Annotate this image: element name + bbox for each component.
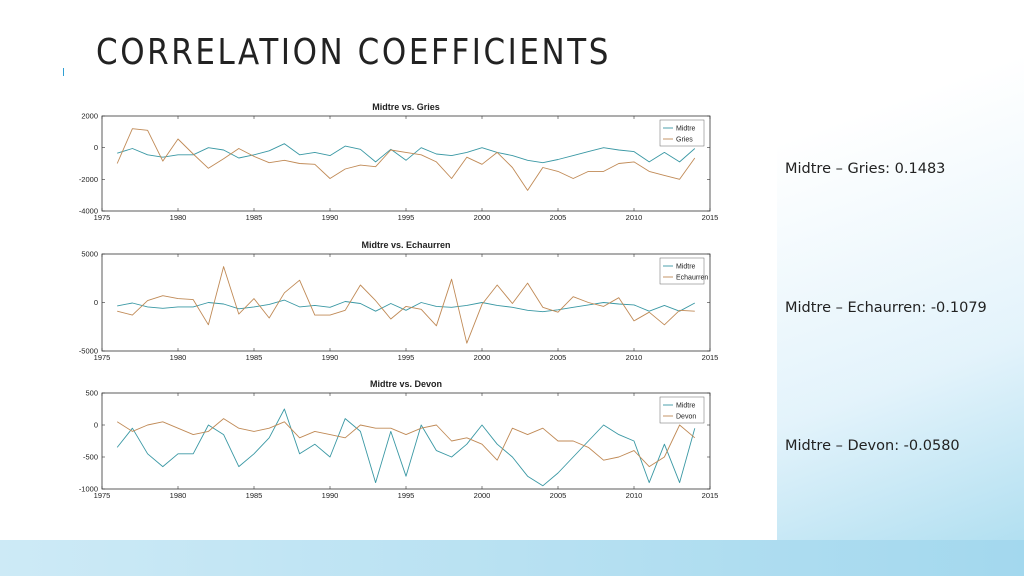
y-tick-label: 5000 <box>81 250 98 259</box>
x-tick-label: 2010 <box>626 491 643 500</box>
chart-title: Midtre vs. Echaurren <box>361 240 450 250</box>
x-tick-label: 2000 <box>474 213 491 222</box>
y-tick-label: 0 <box>94 421 98 430</box>
x-tick-label: 1985 <box>246 213 263 222</box>
chart-title: Midtre vs. Devon <box>370 379 442 389</box>
x-tick-label: 1985 <box>246 491 263 500</box>
x-tick-label: 1995 <box>398 491 415 500</box>
x-tick-label: 1995 <box>398 353 415 362</box>
slide-title: CORRELATION COEFFICIENTS <box>96 32 611 73</box>
legend-box <box>659 396 705 424</box>
series-line-gries <box>116 128 696 191</box>
accent-line <box>63 68 64 78</box>
y-tick-label: -5000 <box>79 347 98 356</box>
y-tick-label: -2000 <box>79 175 98 184</box>
legend-box <box>659 257 705 285</box>
legend-label: Echaurren <box>676 275 708 282</box>
x-tick-label: 2015 <box>702 213 719 222</box>
x-tick-label: 1990 <box>322 491 339 500</box>
x-tick-label: 1980 <box>170 213 187 222</box>
x-tick-label: 1985 <box>246 353 263 362</box>
chart-1: Midtre vs. Gries 1975 1980 1985 1990 1995 2000… <box>79 102 719 222</box>
y-tick-label: 0 <box>94 298 98 307</box>
legend-label: Midtre <box>676 264 696 271</box>
series-line-devon <box>116 418 696 468</box>
x-tick-label: 2005 <box>550 213 567 222</box>
x-tick-label: 1975 <box>94 213 111 222</box>
x-tick-label: 2010 <box>626 213 643 222</box>
figure-panel: Midtre vs. Gries 1975 1980 1985 1990 1995 2000… <box>0 76 777 540</box>
chart-title: Midtre vs. Gries <box>372 102 440 112</box>
chart-2: Midtre vs. Echaurren 1975 1980 1985 1990 1995… <box>79 240 719 362</box>
chart-3: Midtre vs. Devon 1975 1980 1985 1990 1995 2000… <box>79 379 719 500</box>
x-tick-label: 2000 <box>474 353 491 362</box>
y-tick-label: 500 <box>85 389 98 398</box>
background-band <box>0 540 1024 576</box>
correlation-label-gries: Midtre – Gries: 0.1483 <box>785 161 946 177</box>
figure-svg: Midtre vs. Gries 1975 1980 1985 1990 1995 2000… <box>79 102 719 500</box>
y-tick-label: -4000 <box>79 207 98 216</box>
y-tick-label: 0 <box>94 143 98 152</box>
x-tick-label: 1990 <box>322 213 339 222</box>
legend-label: Devon <box>676 414 696 421</box>
x-tick-label: 2015 <box>702 353 719 362</box>
x-tick-label: 2005 <box>550 353 567 362</box>
x-tick-label: 2005 <box>550 491 567 500</box>
legend-box <box>659 119 705 147</box>
correlation-label-echaurren: Midtre – Echaurren: -0.1079 <box>785 300 987 316</box>
series-line-midtre <box>116 408 696 487</box>
legend-label: Gries <box>676 137 693 144</box>
correlation-label-devon: Midtre – Devon: -0.0580 <box>785 438 960 454</box>
plot-area <box>101 392 711 490</box>
series-line-midtre <box>117 299 696 313</box>
x-tick-label: 2000 <box>474 491 491 500</box>
x-tick-label: 1980 <box>170 353 187 362</box>
legend-label: Midtre <box>676 126 696 133</box>
x-tick-label: 1975 <box>94 353 111 362</box>
x-tick-label: 1980 <box>170 491 187 500</box>
x-tick-label: 1975 <box>94 491 111 500</box>
x-tick-label: 2015 <box>702 491 719 500</box>
x-tick-label: 1990 <box>322 353 339 362</box>
plot-area <box>101 253 711 352</box>
series-line-echaurren <box>117 266 695 344</box>
x-tick-label: 2010 <box>626 353 643 362</box>
y-tick-label: -1000 <box>79 485 98 494</box>
series-line-midtre <box>117 143 696 164</box>
legend-label: Midtre <box>676 403 696 410</box>
y-tick-label: 2000 <box>81 112 98 121</box>
x-tick-label: 1995 <box>398 213 415 222</box>
y-tick-label: -500 <box>83 453 98 462</box>
